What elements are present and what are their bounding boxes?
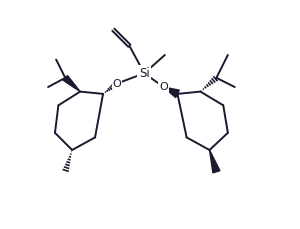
Polygon shape — [209, 150, 220, 173]
Text: O: O — [159, 82, 168, 92]
Polygon shape — [63, 76, 80, 92]
Text: O: O — [112, 79, 121, 89]
Polygon shape — [164, 87, 179, 98]
Text: Si: Si — [139, 67, 150, 80]
